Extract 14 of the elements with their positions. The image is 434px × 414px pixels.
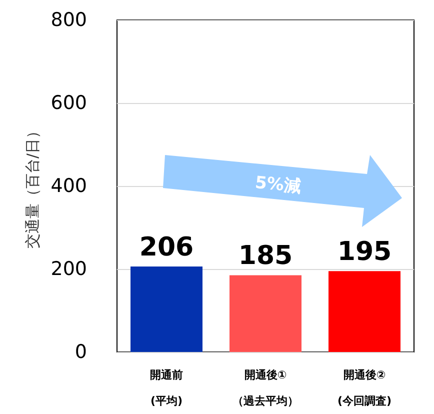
x-tick-label: 開通後① （過去平均） — [232, 368, 298, 408]
arrow: 5%減 — [163, 155, 402, 227]
y-tick-label: 600 — [50, 92, 87, 114]
data-label: 185 — [238, 241, 293, 272]
y-tick-label: 400 — [50, 175, 87, 197]
y-tick-label: 200 — [50, 258, 87, 280]
y-tick-label: 0 — [74, 341, 87, 363]
y-axis-title: 交通量（百台/日） — [23, 123, 42, 249]
data-label: 195 — [337, 237, 392, 268]
x-tick-label: 開通後② (今回調査) — [337, 368, 392, 408]
x-tick-label: 開通前 (平均) — [150, 368, 183, 408]
annotation: 5%減 — [254, 172, 302, 198]
y-tick-label: 800 — [50, 9, 87, 31]
data-label: 206 — [139, 232, 194, 263]
